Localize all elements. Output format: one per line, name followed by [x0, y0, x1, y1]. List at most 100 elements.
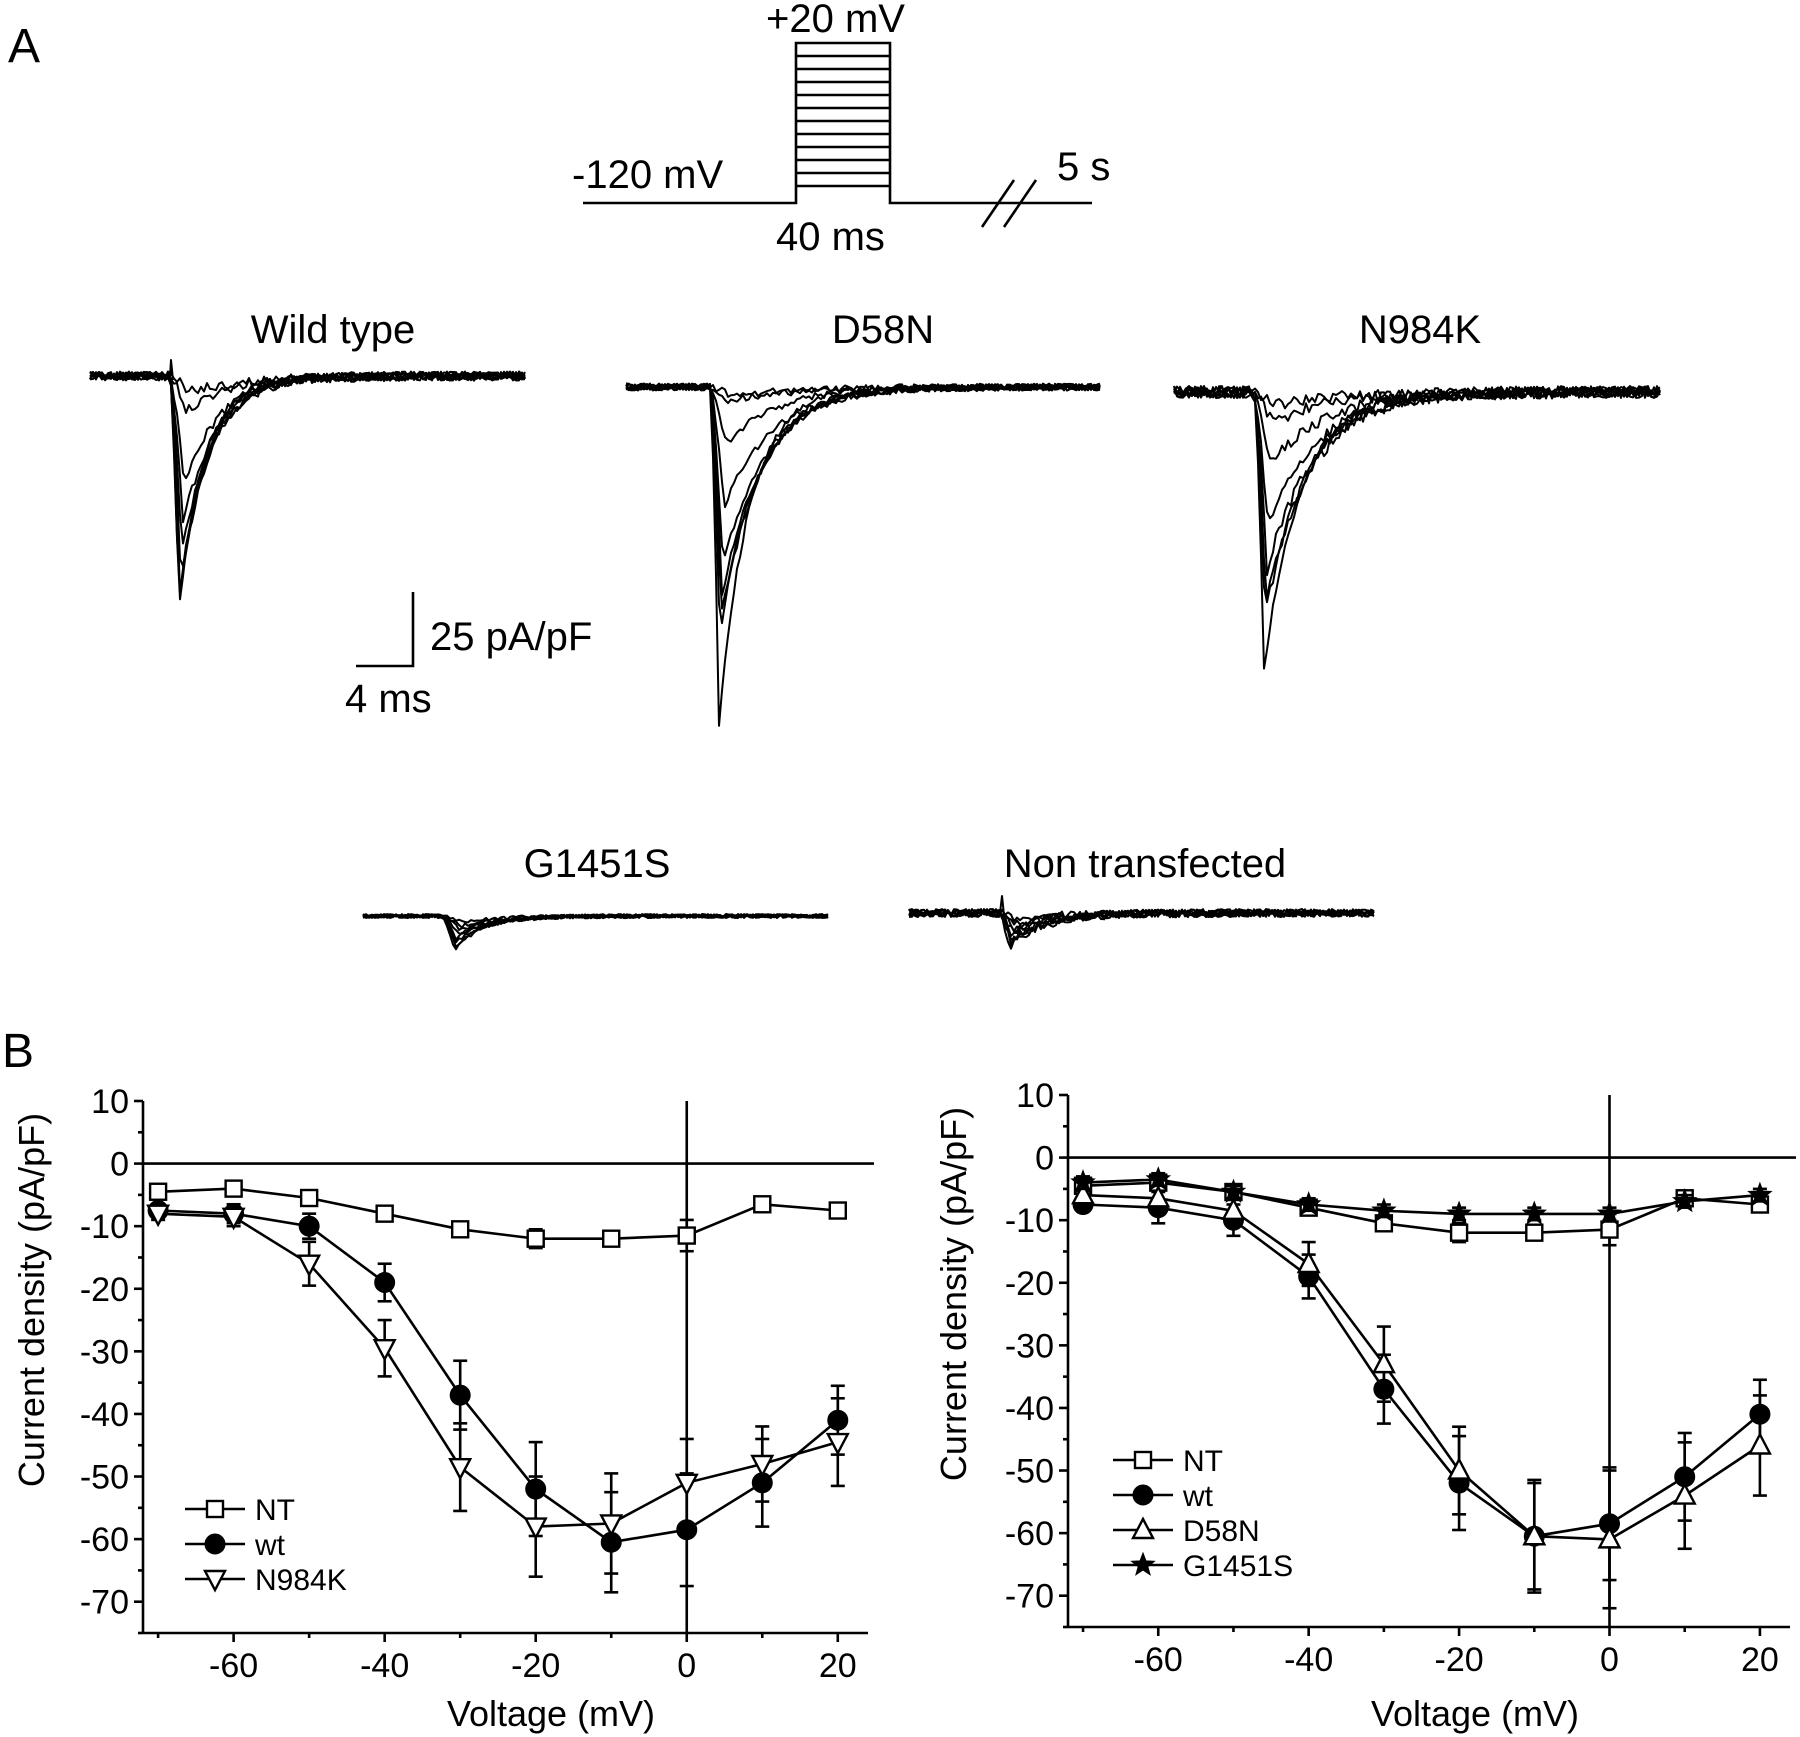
current-trace-sweep — [89, 370, 526, 524]
voltage-protocol: +20 mV -120 mV 40 ms 5 s — [572, 0, 1110, 259]
legend-label: wt — [254, 1529, 286, 1562]
data-point — [1521, 1200, 1548, 1225]
current-trace-sweep — [625, 382, 1101, 509]
data-point — [1371, 1197, 1397, 1222]
series-line — [158, 1209, 839, 1544]
protocol-holding-label: -120 mV — [572, 153, 723, 197]
protocol-interval-label: 5 s — [1057, 145, 1110, 189]
y-tick-label: 0 — [1035, 1140, 1054, 1178]
current-trace-d58n — [625, 382, 1101, 727]
data-point — [1131, 1516, 1155, 1540]
series-line — [158, 1187, 838, 1240]
y-tick-label: -40 — [80, 1396, 129, 1434]
data-point — [299, 1188, 319, 1208]
data-point — [1146, 1184, 1171, 1208]
data-point — [828, 1201, 847, 1220]
data-point — [1596, 1200, 1623, 1225]
x-tick-label: -60 — [1134, 1641, 1183, 1679]
current-trace-sweep — [89, 370, 526, 480]
y-tick-label: -70 — [80, 1584, 129, 1622]
series-d58n — [1071, 1181, 1772, 1610]
data-point — [1220, 1178, 1247, 1203]
data-point — [599, 1514, 624, 1538]
data-point — [1221, 1197, 1246, 1220]
x-tick-label: -40 — [1284, 1641, 1333, 1679]
data-point — [374, 1272, 396, 1294]
data-point — [750, 1454, 775, 1478]
y-tick-label: -60 — [80, 1521, 129, 1559]
current-trace-sweep — [1173, 385, 1661, 604]
trace-title-wild-type: Wild type — [251, 308, 416, 352]
y-tick-label: 10 — [1016, 1077, 1054, 1115]
y-tick-label: -30 — [80, 1333, 129, 1371]
current-trace-sweep — [1173, 385, 1661, 600]
current-trace-sweep — [625, 383, 1101, 557]
y-tick-label: -40 — [1005, 1390, 1054, 1428]
x-tick-label: -60 — [209, 1647, 258, 1685]
y-tick-label: -50 — [80, 1459, 129, 1497]
current-trace-sweep — [89, 370, 526, 594]
data-point — [1522, 1522, 1547, 1546]
current-trace-artifact — [999, 895, 1005, 916]
data-point — [1672, 1481, 1697, 1505]
data-point — [1447, 1456, 1472, 1480]
panel-a-label: A — [8, 20, 40, 73]
data-point — [1747, 1431, 1772, 1455]
trace-title-d58n: D58N — [832, 308, 934, 352]
data-point — [1071, 1181, 1096, 1205]
x-tick-label: -20 — [511, 1647, 560, 1685]
data-point — [1295, 1191, 1322, 1216]
x-tick-label: 0 — [677, 1647, 696, 1685]
current-trace-sweep — [1173, 385, 1661, 460]
data-point — [523, 1517, 548, 1541]
data-point — [1130, 1551, 1156, 1576]
data-point — [372, 1339, 397, 1362]
x-tick-label: 0 — [1600, 1641, 1619, 1679]
x-tick-label: -40 — [360, 1647, 409, 1685]
x-tick-label: -20 — [1435, 1641, 1484, 1679]
y-tick-label: -10 — [80, 1208, 129, 1246]
data-point — [1597, 1525, 1622, 1549]
data-point — [753, 1195, 772, 1214]
scale-bar-x-label: 4 ms — [345, 677, 432, 721]
series-line — [1082, 1181, 1761, 1234]
data-point — [526, 1229, 545, 1248]
data-point — [1371, 1350, 1396, 1374]
current-trace-n984k — [1173, 385, 1661, 670]
protocol-baseline — [583, 41, 1026, 205]
data-point — [1671, 1187, 1698, 1213]
legend-label: D58N — [1183, 1515, 1260, 1548]
iv-chart-right: Current density (pA/pF) Voltage (mV) 10 0… — [933, 1077, 1796, 1734]
current-trace-sweep — [1173, 385, 1661, 520]
data-point — [204, 1533, 226, 1555]
protocol-step-top-label: +20 mV — [766, 0, 905, 41]
data-point — [1133, 1450, 1153, 1470]
current-trace-sweep — [908, 908, 1375, 950]
data-point — [297, 1254, 322, 1278]
data-point — [1296, 1250, 1321, 1274]
series-line — [158, 1212, 839, 1528]
current-trace-non-transfected — [908, 895, 1375, 950]
data-point — [1747, 1181, 1773, 1206]
legend-label: wt — [1182, 1480, 1214, 1513]
data-point — [1145, 1166, 1172, 1191]
chart-right-xlabel: Voltage (mV) — [1371, 1693, 1579, 1734]
y-tick-label: 10 — [91, 1083, 129, 1121]
data-point — [221, 1207, 246, 1231]
current-trace-sweep — [1173, 385, 1661, 577]
trace-title-n984k: N984K — [1359, 308, 1482, 352]
y-tick-label: -30 — [1005, 1327, 1054, 1365]
data-point — [677, 1226, 696, 1245]
protocol-break-mark — [1002, 179, 1038, 228]
series-nt — [148, 1179, 847, 1253]
chart-left-ylabel: Current density (pA/pF) — [11, 1113, 52, 1487]
y-tick-label: -20 — [1005, 1265, 1054, 1303]
x-tick-label: 20 — [819, 1647, 857, 1685]
protocol-duration-label: 40 ms — [776, 215, 885, 259]
current-trace-sweep — [625, 382, 1101, 597]
panel-b-label: B — [2, 1025, 34, 1078]
current-trace-sweep — [89, 370, 526, 567]
current-trace-sweep — [89, 370, 526, 595]
chart-right-ylabel: Current density (pA/pF) — [933, 1107, 974, 1481]
